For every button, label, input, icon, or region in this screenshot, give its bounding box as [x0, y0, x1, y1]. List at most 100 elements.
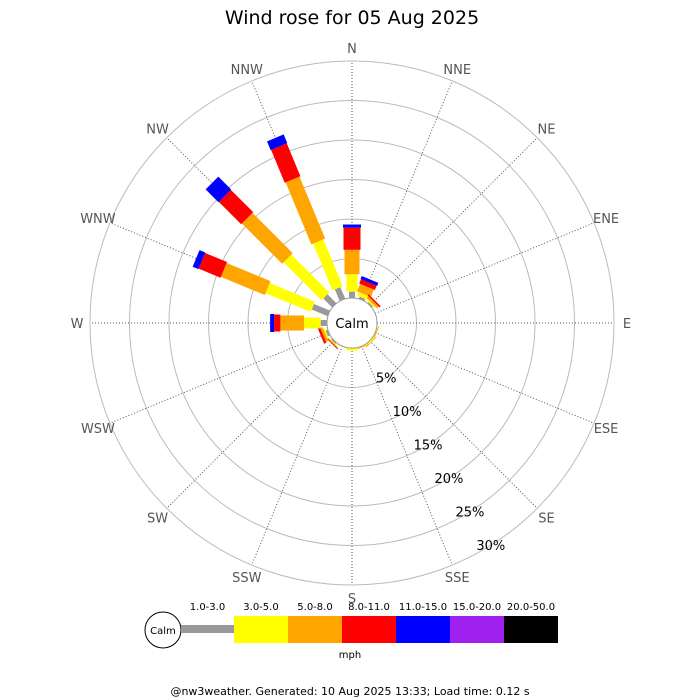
- bar-wsw-bin-2: [320, 327, 329, 342]
- legend-unit: mph: [339, 650, 361, 661]
- calm-circle: [326, 297, 378, 349]
- radial-tick-label: 20%: [435, 472, 464, 487]
- grid-spoke: [374, 332, 595, 424]
- bar-wnw-bin-0: [311, 304, 331, 317]
- direction-label-wsw: WSW: [81, 422, 115, 437]
- grid-spoke: [369, 340, 538, 509]
- bar-w-bin-1: [304, 317, 321, 329]
- grid-ring: [129, 100, 575, 546]
- legend-swatch-bin-4: [396, 616, 450, 643]
- bar-w-bin-0: [320, 320, 327, 326]
- direction-label-nne: NNE: [443, 63, 471, 78]
- direction-label-nw: NW: [146, 123, 169, 138]
- bar-nne-bin-4: [360, 276, 379, 286]
- legend-label-bin-6: 20.0-50.0: [507, 602, 555, 613]
- grid-spoke: [166, 340, 335, 509]
- radial-tick-label: 25%: [455, 506, 484, 521]
- legend-label-bin-0: 1.0-3.0: [190, 602, 225, 613]
- bar-se-bin-1: [365, 336, 375, 346]
- legend-label-bin-3: 8.0-11.0: [348, 602, 390, 613]
- bar-nnw-bin-3: [271, 143, 301, 183]
- direction-label-ene: ENE: [593, 212, 619, 227]
- bar-nnw-bin-0: [334, 287, 346, 302]
- bar-nne-bin-2: [357, 283, 374, 297]
- radial-tick-label: 15%: [414, 439, 443, 454]
- bar-ese-bin-2: [372, 325, 380, 341]
- bar-s-bin-1: [346, 348, 358, 351]
- bar-ne-bin-1: [366, 299, 376, 309]
- legend-label-bin-2: 5.0-8.0: [297, 602, 332, 613]
- calm-label: Calm: [335, 317, 368, 332]
- bar-sse-bin-2: [354, 343, 370, 351]
- legend-swatch-bin-3: [342, 616, 396, 643]
- bar-sw-bin-3: [325, 336, 339, 350]
- legend-swatch-bin-0: [181, 625, 234, 633]
- bar-wnw-bin-4: [192, 250, 206, 270]
- legend-swatch-bin-2: [288, 616, 342, 643]
- grid-ring: [208, 179, 496, 467]
- grid-spoke: [369, 137, 538, 306]
- bar-nw-bin-0: [323, 294, 337, 308]
- bar-wnw-bin-1: [265, 282, 315, 312]
- direction-label-sse: SSE: [445, 571, 470, 586]
- bar-sw-bin-1: [328, 337, 338, 347]
- bar-n-bin-3: [343, 227, 361, 250]
- radial-tick-labels: 5% 10% 15% 20% 25% 30%: [376, 372, 505, 554]
- direction-labels: N NNE NE ENE E ESE SE SSE S SSW SW WSW W WNW NW NNW: [71, 42, 632, 607]
- bar-wnw-bin-3: [198, 252, 228, 278]
- grid-ring: [89, 60, 615, 586]
- bar-nw-bin-2: [241, 212, 293, 264]
- bar-sw-bin-2: [326, 337, 338, 349]
- legend-label-bin-5: 15.0-20.0: [453, 602, 501, 613]
- legend-swatch-bin-5: [450, 616, 504, 643]
- grid-ring: [168, 139, 536, 507]
- bar-sw-bin-0: [331, 338, 337, 344]
- bar-nw-bin-4: [205, 176, 232, 203]
- direction-label-ese: ESE: [594, 422, 619, 437]
- direction-label-e: E: [623, 317, 631, 332]
- speed-legend: Calm mph 1.0-3.0 3.0-5.0 5.0-8.0 8.0-11.0 11…: [144, 602, 558, 661]
- radial-tick-label: 10%: [393, 405, 422, 420]
- bar-n-bin-0: [349, 291, 355, 298]
- bar-nnw-bin-1: [313, 239, 343, 291]
- bar-ne-bin-2: [366, 296, 379, 309]
- direction-label-w: W: [71, 317, 84, 332]
- direction-label-se: SE: [538, 511, 554, 526]
- grid-spoke: [361, 345, 453, 566]
- bar-n-bin-4: [343, 224, 361, 228]
- legend-swatch-bin-6: [504, 616, 558, 643]
- legend-label-bin-4: 11.0-15.0: [399, 602, 447, 613]
- radial-tick-label: 30%: [476, 539, 505, 554]
- calm-circle-group: Calm: [326, 297, 378, 349]
- grid-spoke: [251, 345, 343, 566]
- bar-nne-bin-3: [359, 279, 377, 291]
- bar-nw-bin-3: [218, 189, 254, 225]
- bar-w-bin-4: [270, 314, 275, 332]
- bar-ne-bin-3: [367, 294, 381, 308]
- direction-label-nnw: NNW: [231, 63, 263, 78]
- legend-label-bin-1: 3.0-5.0: [243, 602, 278, 613]
- legend-swatch-bin-1: [234, 616, 288, 643]
- direction-label-sw: SW: [147, 511, 168, 526]
- bar-nnw-bin-4: [267, 134, 288, 151]
- bar-nne-bin-1: [357, 291, 370, 300]
- bar-w-bin-2: [280, 315, 305, 331]
- bar-wsw-bin-3: [317, 327, 327, 344]
- grid-spoke: [361, 80, 453, 301]
- bar-nnw-bin-2: [285, 176, 326, 245]
- chart-title: Wind rose for 05 Aug 2025: [225, 7, 479, 29]
- direction-label-ne: NE: [537, 123, 555, 138]
- direction-label-n: N: [347, 42, 357, 57]
- wind-bars: [192, 134, 381, 351]
- bar-w-bin-3: [274, 314, 281, 332]
- legend-calm-label: Calm: [150, 626, 176, 637]
- direction-label-ssw: SSW: [232, 571, 262, 586]
- bar-n-bin-2: [344, 249, 360, 275]
- direction-label-s: S: [348, 592, 356, 607]
- bar-ne-bin-0: [367, 302, 373, 308]
- grid-spoke: [374, 222, 595, 314]
- bar-n-bin-1: [346, 274, 358, 292]
- radial-tick-label: 5%: [376, 372, 397, 387]
- footer-text: @nw3weather. Generated: 10 Aug 2025 13:3…: [170, 685, 529, 698]
